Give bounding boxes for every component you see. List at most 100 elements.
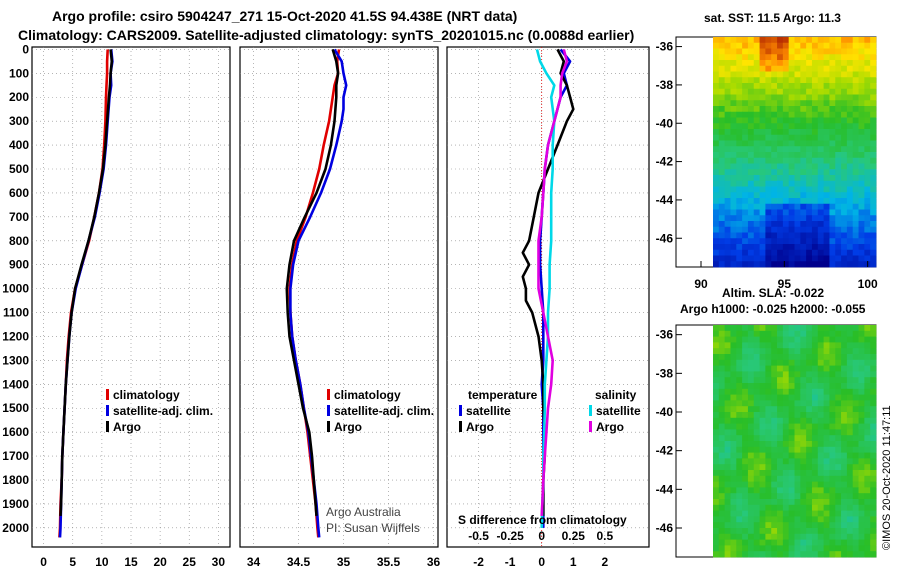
sla-cell [794,377,801,384]
sst-cell [806,232,813,239]
sst-cell [858,221,865,228]
sla-cell [870,371,877,378]
sst-cell [730,163,737,170]
sst-cell [841,140,848,147]
sst-cell [852,48,859,55]
sla-cell [846,423,854,430]
sst-cell [724,77,731,84]
sla-cell [806,365,813,372]
sst-cell [823,255,830,262]
sla-cell [788,464,795,471]
sla-cell [782,441,790,448]
sst-cell [829,37,836,44]
sst-cell [788,42,795,49]
sst-cell [765,198,772,205]
sst-cell [870,54,877,61]
sla-cell [713,359,720,366]
sla-cell [765,470,772,477]
sla-cell [852,452,859,459]
sst-cell [753,163,760,170]
sla-cell [800,551,807,558]
sst-cell [724,48,731,55]
sst-cell [736,232,743,239]
legend-swatch-satellite [106,405,109,416]
sst-cell [823,117,830,124]
sst-cell [817,111,825,118]
sst-cell [806,129,813,136]
sla-cell [713,371,720,378]
sst-cell [823,123,830,130]
sla-cell [736,394,743,401]
sla-cell [747,551,755,558]
difference-legend: temperature satellite Argo salinity sate… [459,388,641,434]
sla-cell [794,365,801,372]
sst-cell [788,88,795,95]
sst-cell [765,106,772,113]
y-tick-label: -40 [656,405,674,419]
sst-cell [771,152,778,159]
y-tick-label: -36 [656,328,674,342]
sla-cell [806,499,813,506]
sst-cell [852,94,859,101]
sst-cell [777,186,784,193]
sst-cell [753,261,760,268]
sla-cell [782,499,790,506]
sst-cell [806,88,813,95]
sst-cell [823,94,830,101]
sst-cell [730,60,737,67]
sla-cell [811,516,819,523]
sla-cell [823,336,830,343]
sla-cell [806,464,813,471]
legend-swatch-argo [327,421,330,432]
sst-cell [724,249,731,256]
sst-cell [782,203,790,210]
sla-cell [823,446,830,453]
sst-cell [823,203,830,210]
sst-cell [852,186,859,193]
sst-cell [753,65,760,72]
sla-cell [817,400,825,407]
sla-cell [765,446,772,453]
sst-cell [870,134,877,141]
sst-cell [841,94,848,101]
sst-cell [811,123,819,130]
sla-cell [730,464,737,471]
sst-cell [841,88,848,95]
sla-cell [788,429,795,436]
sst-cell [759,209,766,216]
sla-cell [794,470,801,477]
sst-cell [846,117,854,124]
sst-cell [841,232,848,239]
sla-cell [823,470,830,477]
top-tick-label: 0 [538,529,545,543]
sst-cell [858,134,865,141]
legend-swatch-argo [106,421,109,432]
sla-cell [858,528,865,535]
sla-cell [724,493,731,500]
sst-cell [753,209,760,216]
sst-cell [771,244,778,251]
sla-cell [858,475,865,482]
sst-cell [742,37,749,44]
sst-cell [713,232,720,239]
sst-cell [788,83,795,90]
sla-cell [852,388,859,395]
y-tick-label: -38 [656,366,674,380]
sst-cell [788,100,795,107]
sla-cell [771,528,778,535]
sla-cell [713,475,720,482]
sst-cell [852,157,859,164]
sst-cell [753,152,760,159]
sla-cell [742,464,749,471]
sla-cell [794,452,801,459]
sst-cell [718,37,726,44]
sla-cell [782,539,790,546]
sla-cell [829,348,836,355]
sst-cell [794,175,801,182]
sst-cell [753,111,760,118]
sla-cell [829,412,836,419]
sla-cell [724,400,731,407]
sst-cell [777,77,784,84]
sst-cell [835,209,842,216]
sst-cell [742,232,749,239]
